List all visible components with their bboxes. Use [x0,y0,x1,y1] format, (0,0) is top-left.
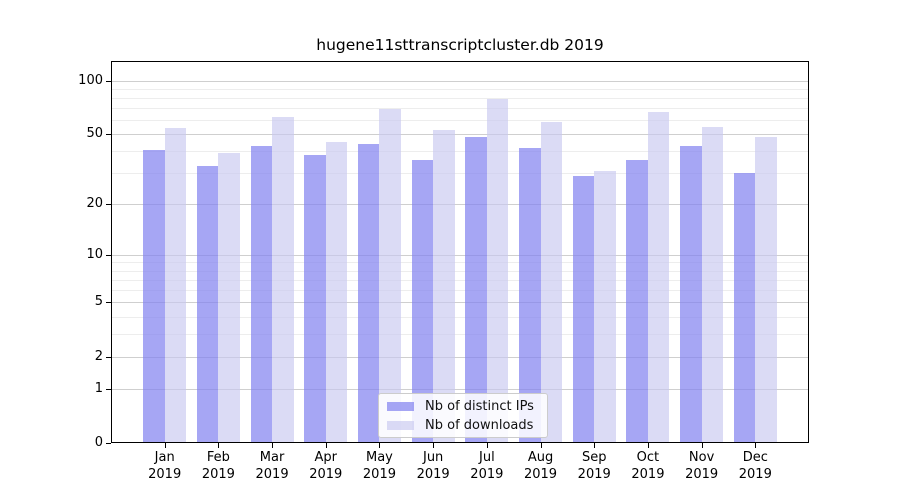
bar-ips-mar [250,145,273,443]
y-gridline-minor [111,98,809,100]
legend: Nb of distinct IPs Nb of downloads [378,393,548,438]
y-tick [106,302,111,304]
bar-downloads-may [379,109,401,443]
y-gridline-major [111,80,809,82]
y-tick [106,443,111,444]
y-tick [106,356,111,358]
bar-downloads-aug [540,121,563,443]
y-tick-label: 1 [94,380,103,396]
bar-ips-nov [680,145,702,443]
x-tick [647,443,649,448]
x-tick-label: Mar 2019 [255,450,289,482]
y-gridline-minor [111,120,809,122]
y-tick-label: 2 [94,348,103,364]
bar-downloads-sep [594,170,616,443]
x-tick [272,443,274,448]
bar-ips-apr [304,155,326,443]
legend-label-downloads: Nb of downloads [425,417,534,433]
x-tick-label: Aug 2019 [523,450,558,482]
y-gridline-minor [111,334,809,336]
y-tick [106,80,111,82]
y-gridline-minor [111,262,809,264]
x-tick [379,443,381,448]
bar-ips-feb [196,166,219,443]
y-gridline-minor [111,279,809,281]
x-tick [433,443,435,448]
bar-downloads-jul [486,99,509,443]
bar-ips-jun [411,159,434,443]
bar-downloads-apr [325,142,348,443]
y-tick [106,134,111,136]
y-gridline-major [111,302,809,304]
bar-ips-jul [465,137,487,443]
y-tick-label: 20 [86,196,103,211]
bar-downloads-jan [164,128,187,443]
x-tick [755,443,757,448]
x-tick [325,443,327,448]
bar-downloads-dec [755,137,777,443]
x-tick [540,443,542,448]
bar-ips-oct [626,159,648,443]
x-tick-label: Feb 2019 [201,450,235,482]
y-tick [106,388,111,390]
bar-downloads-feb [218,153,240,443]
x-tick [218,443,220,448]
y-gridline-minor [111,173,809,175]
y-gridline-minor [111,151,809,153]
legend-swatch-downloads [387,420,414,430]
chart-title: hugene11sttranscriptcluster.db 2019 [316,36,604,54]
x-tick [486,443,488,448]
x-tick-label: Dec 2019 [738,450,772,482]
legend-item-distinct-ips: Nb of distinct IPs [387,399,539,414]
bar-ips-may [357,144,380,443]
y-tick [106,254,111,256]
x-tick-label: Jan 2019 [148,450,182,482]
bar-downloads-nov [701,127,724,443]
bar-ips-aug [519,147,541,443]
y-gridline-minor [111,88,809,90]
x-tick [164,443,166,448]
y-gridline-minor [111,108,809,110]
x-tick [594,443,596,448]
y-gridline-major [111,254,809,256]
y-gridline-major [111,356,809,358]
y-gridline-major [111,388,809,390]
bar-downloads-mar [272,116,294,443]
y-gridline-major [111,134,809,136]
y-gridline-major [111,204,809,205]
y-tick-label: 100 [78,72,103,88]
bar-ips-jan [143,149,165,443]
y-tick-label: 0 [94,435,103,450]
x-tick-label: Jul 2019 [470,450,504,482]
bar-downloads-oct [647,111,670,443]
y-tick [106,204,111,205]
legend-swatch-distinct-ips [387,401,414,411]
x-tick-label: Apr 2019 [309,450,343,482]
y-gridline-minor [111,290,809,292]
y-gridline-minor [111,270,809,272]
x-tick-label: Sep 2019 [577,450,611,482]
legend-label-distinct-ips: Nb of distinct IPs [425,398,534,414]
legend-item-downloads: Nb of downloads [387,418,539,433]
x-tick [701,443,703,448]
bar-ips-dec [733,173,756,443]
y-gridline-minor [111,316,809,318]
bar-ips-sep [572,176,595,443]
y-tick-label: 10 [86,246,103,262]
x-tick-label: Nov 2019 [685,450,719,482]
x-tick-label: Oct 2019 [631,450,665,482]
bar-downloads-jun [433,129,455,443]
y-tick-label: 5 [94,294,103,310]
x-tick-label: May 2019 [362,450,396,482]
y-tick-label: 50 [86,126,103,142]
x-tick-label: Jun 2019 [416,450,450,482]
